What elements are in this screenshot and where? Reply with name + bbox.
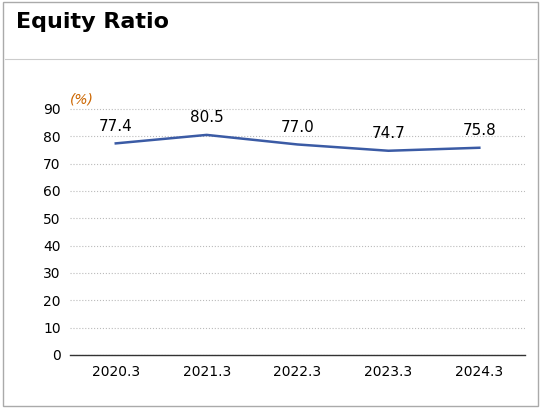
- Text: 80.5: 80.5: [190, 110, 223, 125]
- Text: 77.4: 77.4: [99, 119, 133, 134]
- Text: (%): (%): [70, 93, 94, 106]
- Text: Equity Ratio: Equity Ratio: [16, 12, 169, 32]
- Text: 77.0: 77.0: [281, 120, 314, 135]
- Text: 75.8: 75.8: [463, 123, 496, 138]
- Text: 74.7: 74.7: [372, 126, 405, 141]
